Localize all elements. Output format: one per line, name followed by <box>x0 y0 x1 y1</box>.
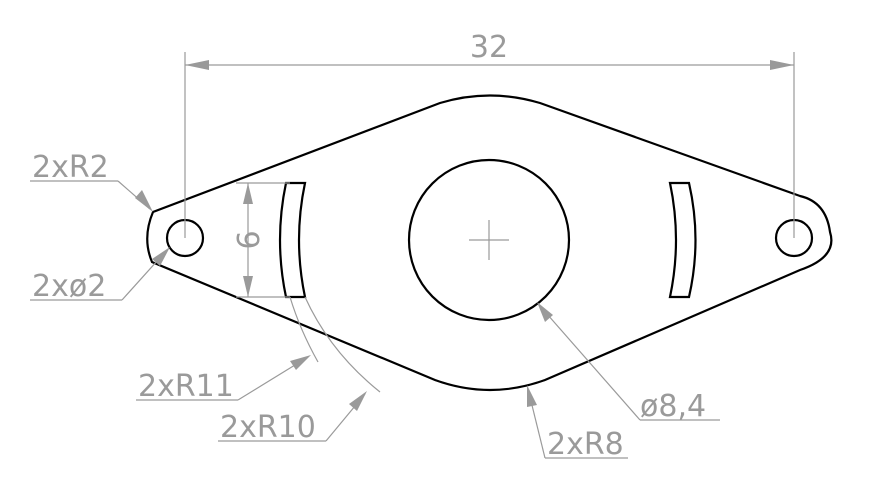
center-hole-label: ø8,4 <box>640 389 706 424</box>
center-hole-leader: ø8,4 <box>537 302 720 424</box>
end-radius-leader: 2xR2 <box>30 150 153 212</box>
end-hole-leader: 2xø2 <box>30 247 170 304</box>
right-arc-slot <box>668 181 697 299</box>
part-outline <box>146 94 833 392</box>
waist-radius-label: 2xR8 <box>547 427 624 462</box>
slot-height-dimension: 6 <box>232 182 290 298</box>
left-arc-slot <box>278 181 307 299</box>
slot-outer-radius-leader: 2xR11 <box>136 355 311 404</box>
center-hole <box>407 158 571 322</box>
center-mark <box>469 220 509 260</box>
slot-inner-radius-leader: 2xR10 <box>218 391 367 445</box>
slot-inner-radius-extension <box>304 296 381 393</box>
slot-inner-radius-label: 2xR10 <box>220 410 316 445</box>
end-hole-label: 2xø2 <box>32 269 106 304</box>
slot-outer-radius-label: 2xR11 <box>138 369 234 404</box>
slot-height-label: 6 <box>232 230 267 249</box>
overall-length-label: 32 <box>470 30 508 65</box>
slot-outer-radius-extension <box>289 296 319 363</box>
waist-radius-leader: 2xR8 <box>527 385 628 462</box>
end-radius-label: 2xR2 <box>32 150 109 185</box>
overall-length-dimension: 32 <box>184 30 795 238</box>
